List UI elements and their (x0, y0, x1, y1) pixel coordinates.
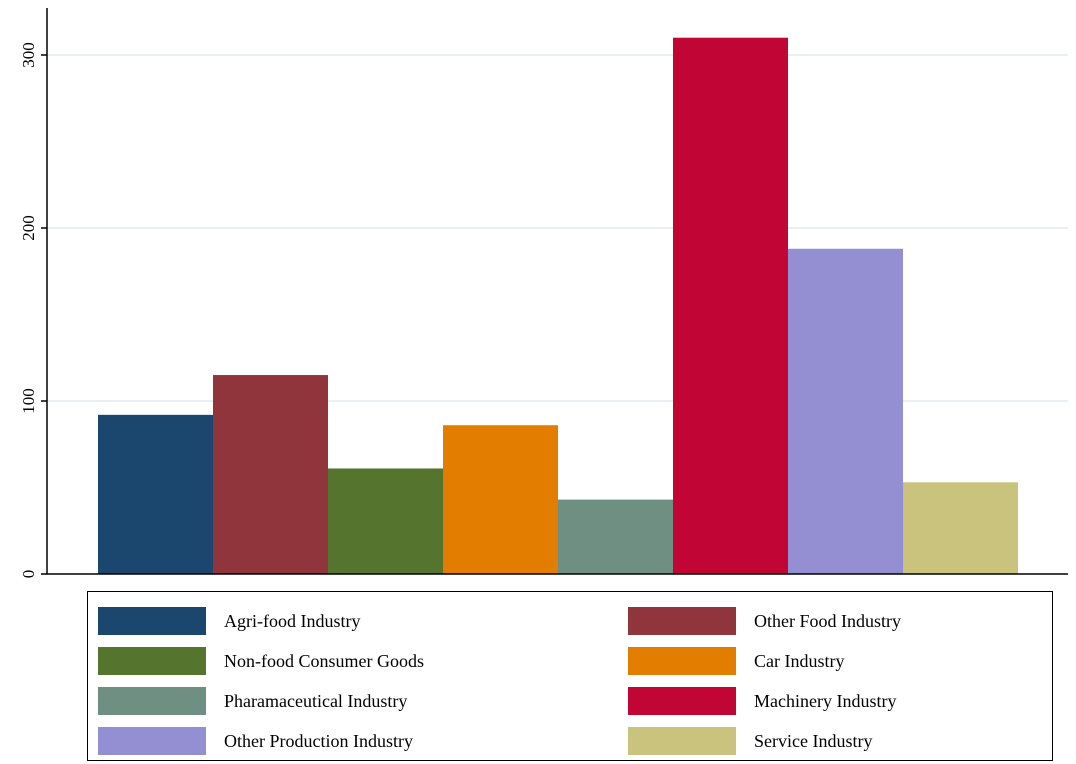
legend-swatch (628, 687, 736, 715)
legend-label: Other Production Industry (224, 730, 413, 751)
legend: Agri-food Industry Other Food Industry Non… (87, 591, 1053, 761)
legend-item: Non-food Consumer Goods (98, 646, 424, 676)
legend-swatch (628, 607, 736, 635)
y-ticks: 0 100 200 300 (19, 42, 47, 578)
legend-item: Service Industry (628, 726, 872, 756)
bar-pharamaceutical-industry (558, 499, 673, 574)
y-tick-label: 100 (19, 388, 38, 414)
legend-item: Machinery Industry (628, 686, 896, 716)
bar-agri-food-industry (98, 414, 213, 574)
y-tick-label: 300 (19, 42, 38, 68)
legend-label: Other Food Industry (754, 610, 901, 631)
legend-swatch (628, 647, 736, 675)
bars (98, 37, 1018, 574)
bar-machinery-industry (673, 37, 788, 574)
bar-car-industry (443, 425, 558, 574)
y-tick-label: 200 (19, 215, 38, 241)
legend-item: Other Food Industry (628, 606, 901, 636)
axes (46, 8, 1068, 575)
legend-swatch (98, 607, 206, 635)
legend-label: Machinery Industry (754, 690, 897, 711)
bar-other-food-industry (213, 375, 328, 574)
legend-swatch (98, 727, 206, 755)
legend-item: Other Production Industry (98, 726, 413, 756)
legend-label: Pharamaceutical Industry (224, 690, 408, 711)
bar-other-production-industry (788, 248, 903, 574)
legend-item: Car Industry (628, 646, 844, 676)
legend-label: Service Industry (754, 730, 873, 751)
legend-label: Non-food Consumer Goods (224, 650, 424, 671)
legend-item: Agri-food Industry (98, 606, 360, 636)
legend-label: Car Industry (754, 650, 845, 671)
legend-item: Pharamaceutical Industry (98, 686, 407, 716)
bar-service-industry (903, 482, 1018, 574)
gridlines (47, 54, 1068, 402)
bar-non-food-consumer-goods (328, 468, 443, 574)
legend-swatch (98, 687, 206, 715)
legend-label: Agri-food Industry (224, 610, 361, 631)
bar-chart: 0 100 200 300 (19, 8, 1068, 578)
legend-swatch (98, 647, 206, 675)
y-tick-label: 0 (19, 570, 38, 579)
legend-swatch (628, 727, 736, 755)
